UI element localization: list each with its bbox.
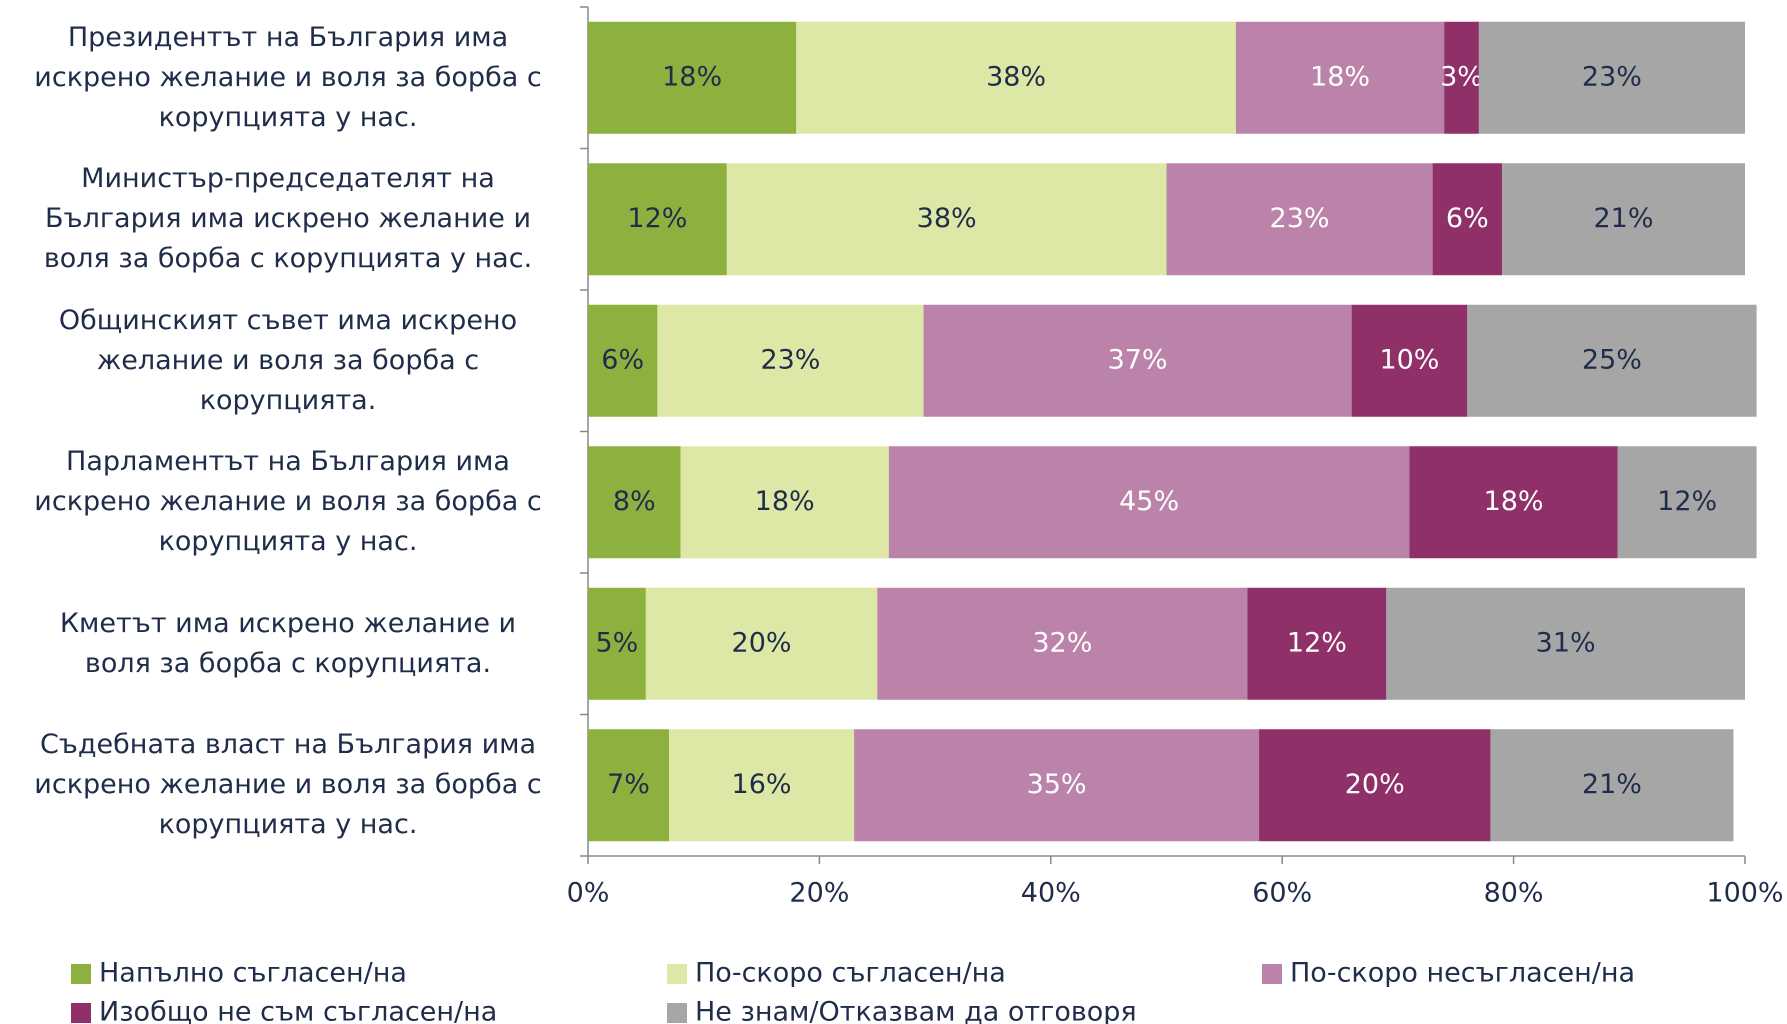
bar-segment bbox=[657, 304, 924, 417]
legend-label: Напълно съгласен/на bbox=[99, 958, 407, 989]
data-label: 35% bbox=[1027, 769, 1087, 800]
bar-segment bbox=[1432, 163, 1503, 276]
legend-swatch bbox=[71, 964, 91, 984]
bar-segment bbox=[1478, 21, 1745, 134]
bar-segment bbox=[796, 21, 1236, 134]
x-tick-label: 60% bbox=[1252, 878, 1312, 909]
data-label: 25% bbox=[1582, 344, 1642, 375]
data-label: 37% bbox=[1108, 344, 1168, 375]
bar-segment bbox=[1351, 304, 1468, 417]
x-tick-label: 20% bbox=[789, 878, 849, 909]
legend-swatch bbox=[1262, 964, 1282, 984]
legend-swatch bbox=[667, 964, 687, 984]
bar-segment bbox=[588, 729, 669, 842]
legend-swatch bbox=[667, 1003, 687, 1023]
data-label: 32% bbox=[1032, 627, 1092, 658]
data-label: 23% bbox=[1582, 61, 1642, 92]
data-label: 38% bbox=[917, 203, 977, 234]
bar-segment bbox=[588, 446, 681, 559]
bar-segment bbox=[1247, 587, 1387, 700]
bar-segment bbox=[1166, 163, 1433, 276]
data-label: 18% bbox=[755, 486, 815, 517]
data-label: 45% bbox=[1119, 486, 1179, 517]
bar-segment bbox=[645, 587, 878, 700]
bar-segment bbox=[888, 446, 1410, 559]
x-tick-label: 80% bbox=[1484, 878, 1544, 909]
data-label: 21% bbox=[1582, 769, 1642, 800]
bar-segment bbox=[923, 304, 1352, 417]
category-label: Кметът има искрено желание и воля за бор… bbox=[59, 607, 517, 679]
data-label: 38% bbox=[986, 61, 1046, 92]
bar-segment bbox=[1502, 163, 1745, 276]
bar-segment bbox=[854, 729, 1260, 842]
legend-label: Изобщо не съм съгласен/на bbox=[99, 997, 497, 1024]
bar-segment bbox=[588, 163, 727, 276]
data-label: 16% bbox=[732, 769, 792, 800]
data-label: 8% bbox=[613, 486, 656, 517]
data-label: 5% bbox=[596, 627, 639, 658]
data-label: 18% bbox=[1310, 61, 1370, 92]
data-label: 3% bbox=[1440, 61, 1483, 92]
legend-label: Не знам/Отказвам да отговоря bbox=[695, 997, 1137, 1024]
bar-segment bbox=[1617, 446, 1757, 559]
bar-segment bbox=[1386, 587, 1745, 700]
data-label: 18% bbox=[1484, 486, 1544, 517]
data-label: 23% bbox=[1270, 203, 1330, 234]
bar-segment bbox=[1235, 21, 1445, 134]
data-label: 12% bbox=[1657, 486, 1717, 517]
data-label: 18% bbox=[662, 61, 722, 92]
data-label: 31% bbox=[1536, 627, 1596, 658]
category-label: Парламентът на България има искрено жела… bbox=[34, 446, 542, 558]
data-label: 10% bbox=[1379, 344, 1439, 375]
data-label: 12% bbox=[627, 203, 687, 234]
category-label: Министър-председателят на България има и… bbox=[43, 163, 533, 275]
bar-segment bbox=[1467, 304, 1757, 417]
legend-label: По-скоро съгласен/на bbox=[695, 958, 1006, 989]
category-label: Общинският съвет има искрено желание и в… bbox=[58, 304, 518, 416]
x-tick-label: 100% bbox=[1706, 878, 1783, 909]
data-label: 21% bbox=[1594, 203, 1654, 234]
category-label: Президентът на България има искрено жела… bbox=[34, 21, 542, 133]
data-label: 23% bbox=[760, 344, 820, 375]
data-label: 7% bbox=[607, 769, 650, 800]
bar-segment bbox=[1490, 729, 1734, 842]
bar-segment bbox=[877, 587, 1248, 700]
x-tick-label: 40% bbox=[1021, 878, 1081, 909]
data-label: 20% bbox=[732, 627, 792, 658]
bar-segment bbox=[1409, 446, 1618, 559]
bar-segment bbox=[588, 304, 658, 417]
data-label: 12% bbox=[1287, 627, 1347, 658]
bar-segment bbox=[588, 587, 646, 700]
bar-segment bbox=[1444, 21, 1479, 134]
bar-segment bbox=[726, 163, 1167, 276]
bar-segment bbox=[1259, 729, 1491, 842]
x-tick-label: 0% bbox=[567, 878, 610, 909]
bar-segment bbox=[680, 446, 889, 559]
data-label: 6% bbox=[1446, 203, 1489, 234]
legend-swatch bbox=[71, 1003, 91, 1023]
legend-label: По-скоро несъгласен/на bbox=[1290, 958, 1635, 989]
category-label: Съдебната власт на България има искрено … bbox=[34, 729, 542, 841]
data-label: 6% bbox=[601, 344, 644, 375]
bar-segment bbox=[588, 21, 797, 134]
bar-segment bbox=[668, 729, 855, 842]
data-label: 20% bbox=[1345, 769, 1405, 800]
